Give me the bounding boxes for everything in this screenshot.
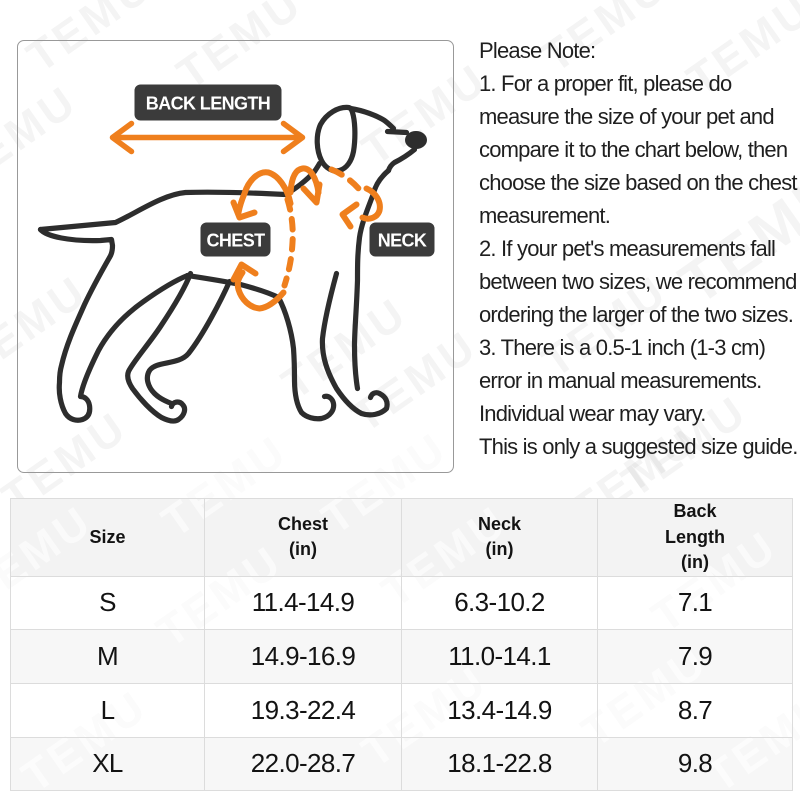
svg-text:CHEST: CHEST xyxy=(206,231,265,251)
svg-text:NECK: NECK xyxy=(378,231,427,251)
svg-text:BACK LENGTH: BACK LENGTH xyxy=(146,94,270,114)
